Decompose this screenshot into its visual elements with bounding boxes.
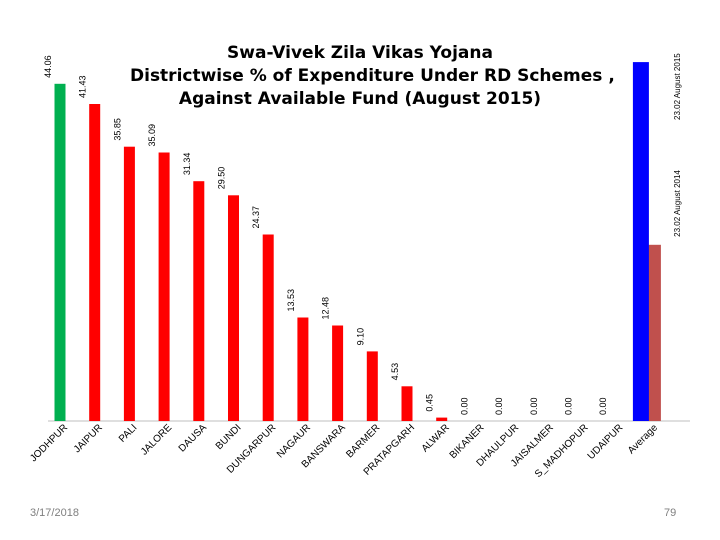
bar-jaipur <box>89 104 101 421</box>
data-label: 35.85 <box>112 118 122 141</box>
x-tick-label: BUNDI <box>214 422 244 452</box>
x-tick-label: JODHPUR <box>28 422 70 464</box>
bar-dungarpur <box>262 234 274 421</box>
footer-page-number: 79 <box>664 507 677 519</box>
data-label: 0.00 <box>598 397 608 415</box>
data-label: 0.00 <box>494 397 504 415</box>
data-label: 35.09 <box>147 124 157 147</box>
data-label: 24.37 <box>251 206 261 229</box>
bar-pratapgarh <box>401 386 413 421</box>
data-label: 13.53 <box>286 289 296 312</box>
data-label: 31.34 <box>182 153 192 176</box>
data-labels-group: 44.06 41.43 35.85 35.09 31.34 29.50 24.37 13.53… <box>43 55 608 415</box>
x-tick-label: DAUSA <box>177 422 209 454</box>
average-series-label: 23.02 August 2015 <box>673 53 682 120</box>
data-label: 0.00 <box>529 397 539 415</box>
bars-group <box>54 83 448 422</box>
data-label: 9.10 <box>355 328 365 346</box>
data-label: 41.43 <box>78 75 88 98</box>
data-label: 4.53 <box>390 363 400 381</box>
data-label: 0.00 <box>459 397 469 415</box>
chart-title-line-3: Against Available Fund (August 2015) <box>178 89 542 109</box>
bar-nagaur <box>297 317 309 421</box>
chart-title-line-2: Districtwise % of Expenditure Under RD S… <box>130 66 615 86</box>
x-tick-label: Average <box>626 422 660 456</box>
x-tick-label: PALI <box>117 422 140 445</box>
data-label: 44.06 <box>43 55 53 78</box>
bar-alwar <box>436 417 448 421</box>
x-tick-label: JALORE <box>139 422 175 458</box>
tick-labels-group: JODHPUR JAIPUR PALI JALORE DAUSA BUNDIDUNGARP… <box>28 422 660 480</box>
x-tick-label: UDAIPUR <box>586 422 626 462</box>
bar-dausa <box>193 181 205 421</box>
average-series-label: 23.02 August 2014 <box>673 170 682 237</box>
bar-banswara <box>332 325 344 421</box>
data-label: 12.48 <box>321 297 331 320</box>
bar-jalore <box>158 152 170 421</box>
x-tick-label: JAIPUR <box>72 422 105 455</box>
data-label: 29.50 <box>217 167 227 190</box>
data-label: 0.45 <box>425 394 435 412</box>
bar-barmer <box>366 351 378 421</box>
data-label: 0.00 <box>564 397 574 415</box>
bar-pali <box>123 146 135 421</box>
footer-date: 3/17/2018 <box>30 507 79 519</box>
chart-title-line-1: Swa-Vivek Zila Vikas Yojana <box>227 43 493 63</box>
bar-jodhpur <box>54 83 66 422</box>
x-tick-label: ALWAR <box>420 422 452 454</box>
average-bars-group: 23.02 August 2014 23.02 August 2015 <box>632 53 682 421</box>
bar-bundi <box>228 195 239 421</box>
average-bar-2015 <box>632 62 649 421</box>
chart-title: Swa-Vivek Zila Vikas Yojana Districtwise… <box>130 42 615 111</box>
